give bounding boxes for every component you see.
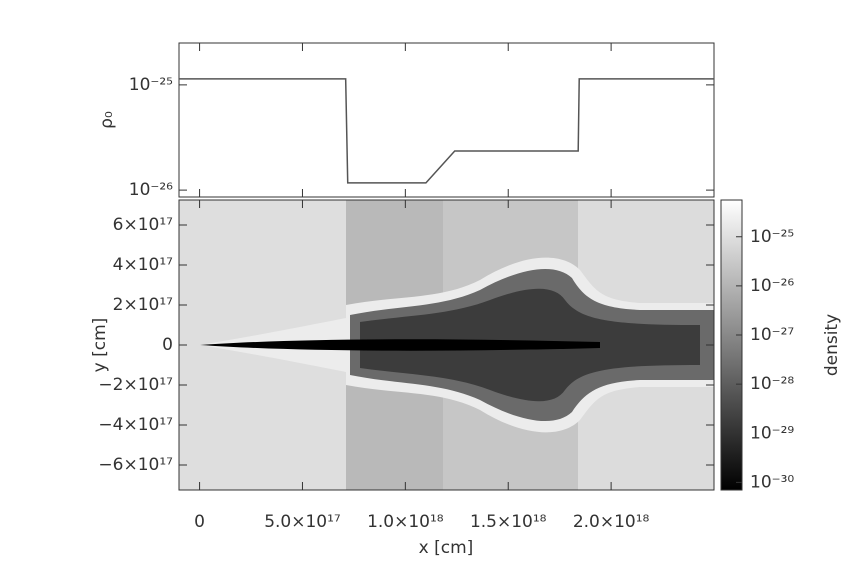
colorbar-tick-label: 10⁻²⁵: [750, 227, 794, 247]
y-tick-label: 0: [162, 335, 173, 355]
colorbar: [720, 199, 743, 491]
y-label: y [cm]: [90, 318, 110, 373]
density-profile-line: [179, 78, 714, 184]
colorbar-tick-label: 10⁻²⁶: [750, 276, 794, 296]
x-tick-label: 1.0×10¹⁸: [367, 512, 444, 532]
colorbar-label: density: [822, 314, 842, 376]
y-tick-label: 4×10¹⁷: [113, 255, 174, 275]
colorbar-tick-label: 10⁻³⁰: [750, 472, 794, 492]
y-tick-label: 6×10¹⁷: [113, 215, 174, 235]
density-image: [179, 200, 714, 490]
colorbar-tick-label: 10⁻²⁹: [750, 423, 794, 443]
y-tick-label: −6×10¹⁷: [98, 455, 173, 475]
x-label: x [cm]: [419, 538, 474, 558]
colorbar-tick-label: 10⁻²⁸: [750, 374, 794, 394]
colorbar-tick-label: 10⁻²⁷: [750, 325, 794, 345]
y-tick-label: 10⁻²⁵: [129, 75, 173, 95]
y-tick-label: −2×10¹⁷: [98, 375, 173, 395]
x-tick-label: 1.5×10¹⁸: [470, 512, 547, 532]
x-tick-label: 0: [194, 512, 205, 532]
y-tick-label: −4×10¹⁷: [98, 415, 173, 435]
y-tick-label: 2×10¹⁷: [113, 295, 174, 315]
y-tick-label: 10⁻²⁶: [129, 180, 173, 200]
x-tick-label: 2.0×10¹⁸: [573, 512, 650, 532]
top-axes-frame: [178, 42, 715, 198]
top-y-label: ρ₀: [97, 111, 117, 129]
x-tick-label: 5.0×10¹⁷: [264, 512, 341, 532]
